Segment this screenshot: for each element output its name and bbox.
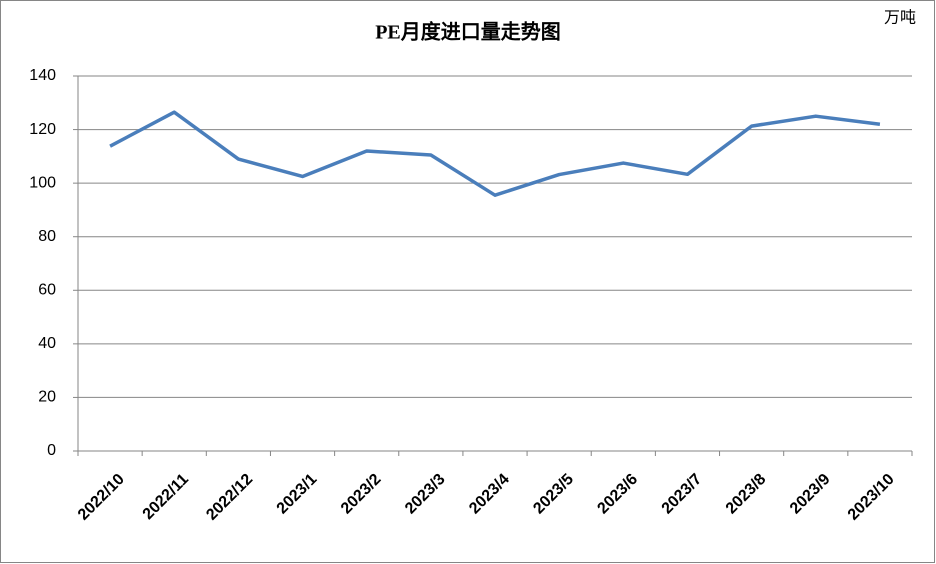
- y-tick-label: 140: [29, 67, 56, 84]
- y-tick-label: 60: [38, 282, 56, 299]
- line-series: [109, 110, 881, 197]
- y-tick-label: 20: [38, 389, 56, 406]
- y-tick-label: 40: [38, 335, 56, 352]
- y-tick-label: 80: [38, 228, 56, 245]
- y-tick-label: 120: [29, 121, 56, 138]
- chart-title: PE月度进口量走势图: [375, 20, 561, 44]
- y-tick-label: 100: [29, 174, 56, 191]
- y-tick-label: 0: [47, 442, 56, 459]
- unit-label: 万吨: [884, 8, 916, 27]
